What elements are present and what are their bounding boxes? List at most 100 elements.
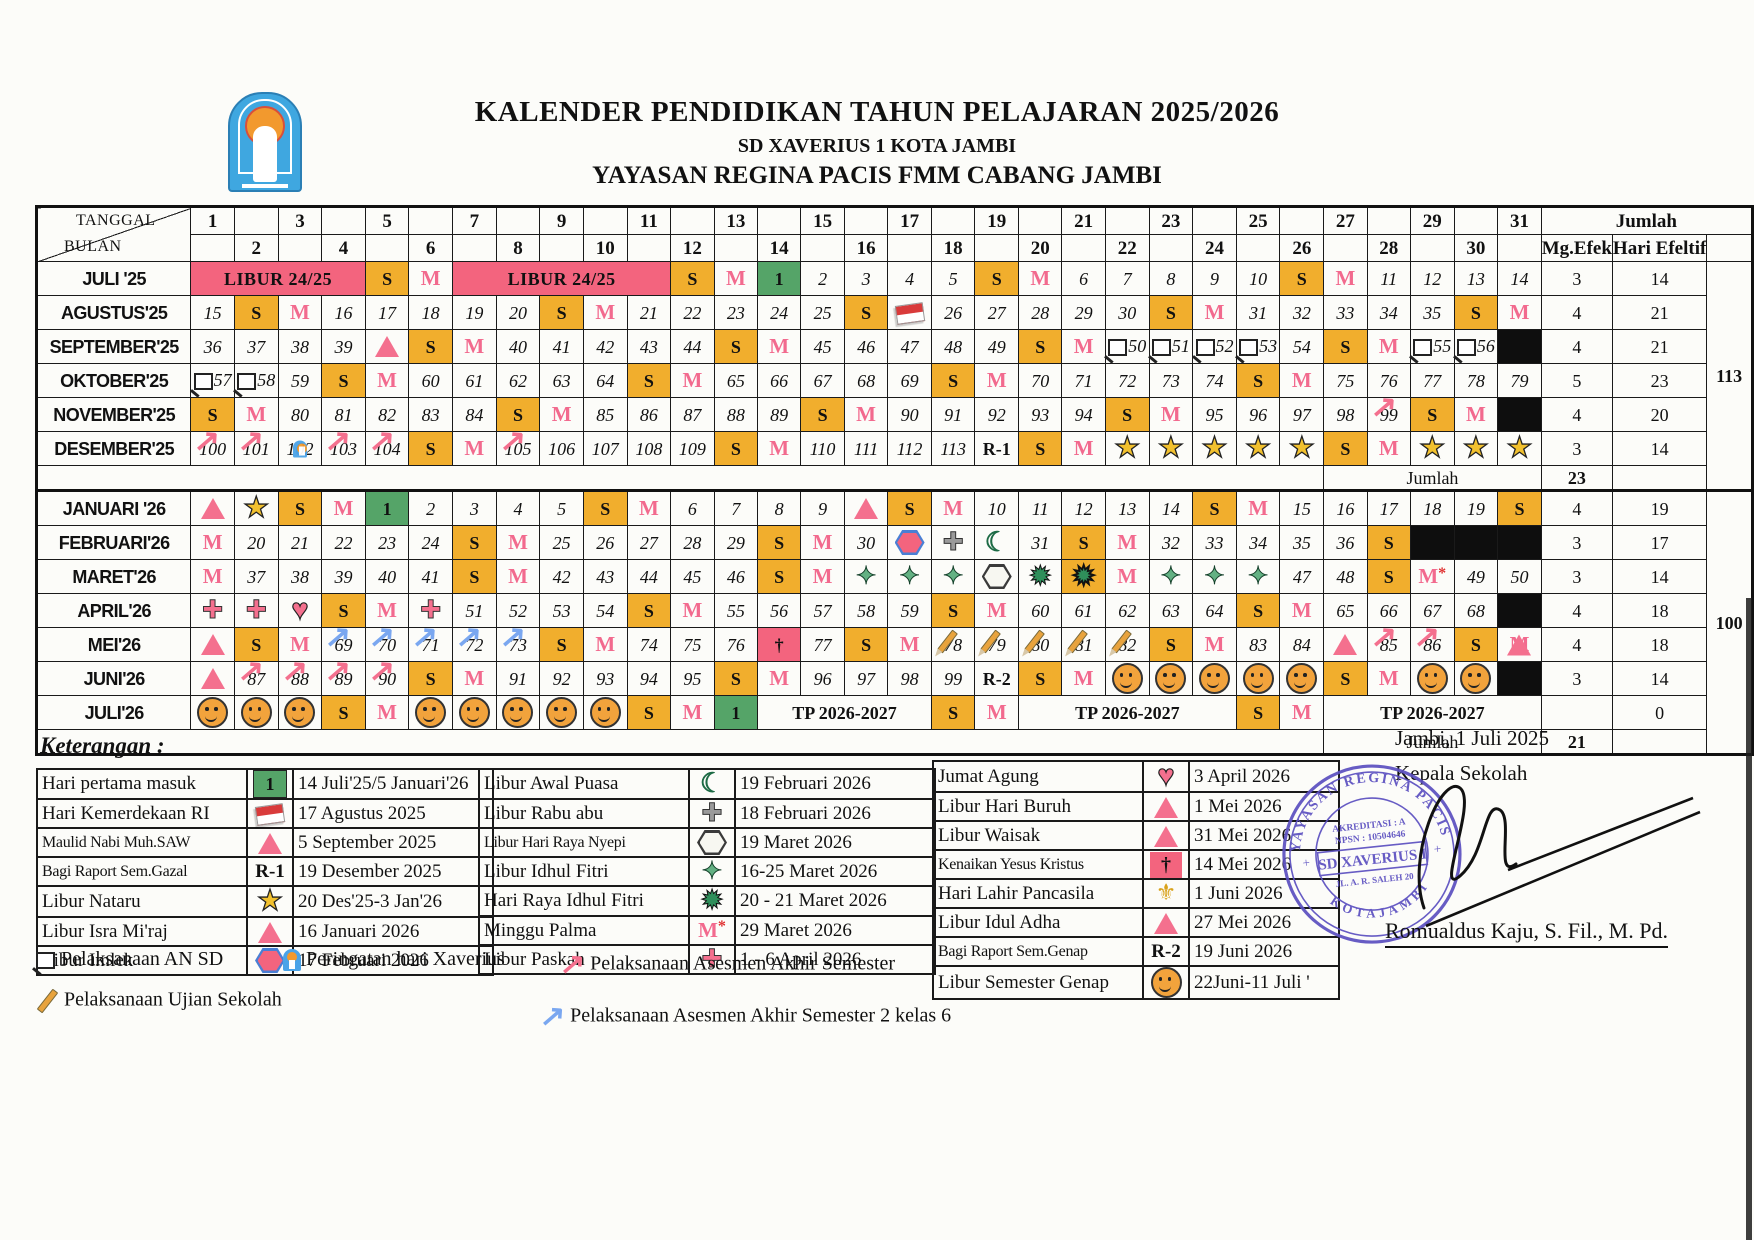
day-cell: ✚ <box>930 525 976 560</box>
day-cell: 17 <box>1366 489 1411 526</box>
legend-label: Libur Idhul Fitri <box>478 856 690 887</box>
day-cell: 95 <box>670 661 715 696</box>
idul-fitri-sunburst-icon: ✹ <box>1072 561 1096 591</box>
calendar-table: TANGGAL BULAN 1 3 5 7 9 11 13 15 17 19 21 23 25 27 29 31 J… <box>35 205 1754 756</box>
legend-date: 19 Februari 2026 <box>734 768 936 800</box>
day-cell: M <box>1366 661 1411 696</box>
jumlah-row-label: Jumlah <box>1323 729 1542 755</box>
day-cell: 59 <box>277 363 323 398</box>
holiday-triangle-icon <box>854 498 879 520</box>
assessment-arrow-icon: ↗ <box>558 947 587 982</box>
holiday-smiley-icon <box>1242 663 1274 694</box>
day-cell: S <box>930 695 976 730</box>
day-cell: 81 <box>1061 627 1106 662</box>
day-cell: 107 <box>582 431 628 466</box>
day-cell: 37 <box>233 329 279 364</box>
day-cell: 8 <box>757 489 802 526</box>
day-cell: 2 <box>408 489 453 526</box>
day-cell: 97 <box>843 661 889 696</box>
day-header <box>887 234 932 262</box>
day-cell: 77 <box>1409 363 1455 398</box>
nyepi-hexagon-icon <box>981 564 1012 589</box>
mg-efek-value: 3 <box>1540 261 1613 296</box>
day-header <box>1409 234 1455 262</box>
day-cell: S <box>1061 525 1106 560</box>
school-logo <box>228 92 302 192</box>
day-cell: 18 <box>1409 489 1455 526</box>
day-cell: 28 <box>670 525 715 560</box>
exam-pencil-icon <box>36 988 59 1014</box>
day-cell: 74 <box>1192 363 1237 398</box>
day-header: 5 <box>364 206 410 235</box>
day-cell: 64 <box>1192 593 1237 628</box>
day-cell: 44 <box>626 559 672 594</box>
day-cell: S <box>582 489 628 526</box>
legend-date: 18 Februari 2026 <box>734 798 936 829</box>
day-cell: 91 <box>495 661 541 696</box>
day-cell: 87 <box>670 397 715 432</box>
day-header <box>1061 234 1106 262</box>
day-cell: 52 <box>495 593 541 628</box>
day-cell: S <box>277 489 323 526</box>
day-cell: 99 <box>930 661 976 696</box>
day-cell: 12 <box>1409 261 1455 296</box>
day-cell: 67 <box>1409 593 1455 628</box>
day-cell: 93 <box>582 661 628 696</box>
day-header <box>495 206 541 235</box>
legend-date: 3 April 2026 <box>1188 760 1340 793</box>
day-cell: M <box>757 661 802 696</box>
day-header: 15 <box>800 206 845 235</box>
day-cell: 83 <box>408 397 453 432</box>
legend-icon-cell <box>1142 820 1190 851</box>
day-cell: 58 <box>843 593 889 628</box>
day-cell <box>887 525 932 560</box>
nataru-star-icon: ★ <box>243 492 270 524</box>
idul-fitri-star-icon: ✦ <box>1247 563 1269 590</box>
hari-efektif-value: 19 <box>1611 489 1708 526</box>
day-cell: M <box>1192 627 1237 662</box>
legend-label: Hari Lahir Pancasila <box>932 878 1144 909</box>
legend-row: Hari pertama masuk 1 14 Juli'25/5 Januari'… <box>36 768 494 800</box>
an-sd-monitor-icon <box>1239 339 1259 357</box>
holiday-smiley-icon <box>458 697 490 728</box>
legend-table-col2: Libur Awal Puasa ☾ 19 Februari 2026 Libur R… <box>478 768 936 975</box>
legend-date: 20 Des'25-3 Jan'26 <box>292 885 494 918</box>
legend-date: 5 September 2025 <box>292 827 494 858</box>
exam-pencil-icon <box>1067 629 1089 654</box>
day-cell: S <box>670 261 715 296</box>
day-cell: S <box>1235 695 1281 730</box>
day-header: 16 <box>843 234 889 262</box>
nataru-star-icon: ★ <box>256 885 283 917</box>
day-cell: 92 <box>539 661 584 696</box>
legend-label: Libur Hari Buruh <box>932 791 1144 822</box>
day-cell <box>974 559 1020 594</box>
an-sd-monitor-icon <box>1456 339 1476 357</box>
day-cell: 48 <box>1323 559 1368 594</box>
day-cell <box>1192 661 1237 696</box>
idul-fitri-star-icon: ✦ <box>1204 563 1226 590</box>
day-cell: 55 <box>1409 329 1455 364</box>
day-cell: S <box>452 525 497 560</box>
day-cell: 5 <box>930 261 976 296</box>
day-cell: 7 <box>1104 261 1150 296</box>
day-cell: S <box>233 295 279 330</box>
day-cell: 60 <box>1018 593 1063 628</box>
legend-label: Kenaikan Yesus Kristus <box>932 849 1144 880</box>
day-cell: 93 <box>1018 397 1063 432</box>
holiday-triangle-icon <box>375 336 400 358</box>
holiday-triangle-icon <box>1333 634 1358 656</box>
day-cell: R-1 <box>974 431 1020 466</box>
day-cell: S <box>539 627 584 662</box>
day-cell: 96 <box>800 661 845 696</box>
day-header <box>1323 234 1368 262</box>
day-cell: 73 ↗ <box>495 618 541 662</box>
month-label: NOVEMBER'25 <box>35 397 192 432</box>
day-cell: 49 <box>974 329 1020 364</box>
legend-date: 14 Juli'25/5 Januari'26 <box>292 768 494 800</box>
bottom-legend-item: ↗ Pelaksanaan Asesmen Akhir Semester 2 k… <box>539 999 951 1034</box>
holiday-smiley-icon <box>1111 663 1143 694</box>
day-cell: 63 <box>1148 593 1194 628</box>
signature-scribble <box>1417 784 1701 928</box>
day-cell: 77 <box>800 627 845 662</box>
day-cell: 76 <box>713 627 759 662</box>
